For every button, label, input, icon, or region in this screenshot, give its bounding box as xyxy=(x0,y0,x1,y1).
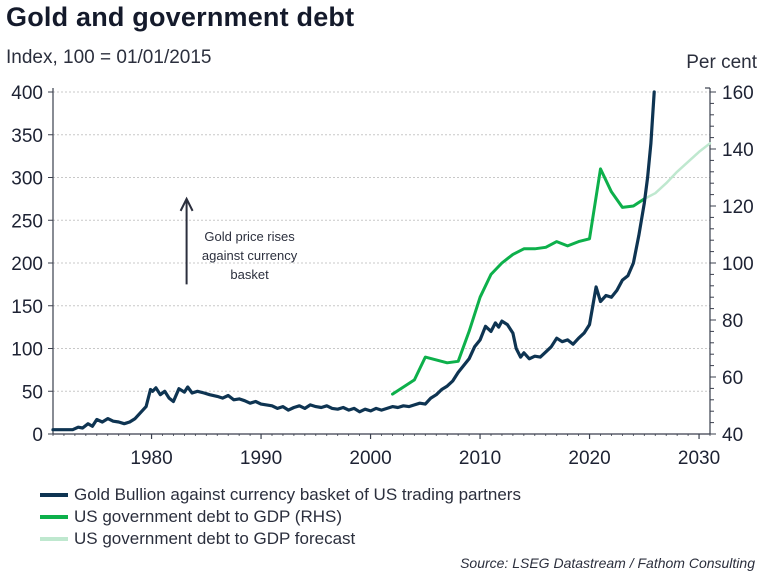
series-gold-line xyxy=(51,90,656,432)
left-tick-label: 300 xyxy=(11,169,43,190)
x-tick-label: 2030 xyxy=(678,448,720,469)
legend-swatch-debt xyxy=(40,515,68,519)
annotation: Gold price rises against currency basket xyxy=(179,196,298,285)
left-tick-label: 350 xyxy=(11,126,43,147)
right-tick-label: 60 xyxy=(722,368,743,389)
left-tick-label: 400 xyxy=(11,83,43,104)
source-note: Source: LSEG Datastream / Fathom Consult… xyxy=(460,555,755,571)
annotation-text: basket xyxy=(230,267,269,282)
gridlines xyxy=(53,91,710,392)
left-tick-label: 250 xyxy=(11,211,43,232)
right-tick-label: 140 xyxy=(722,140,754,161)
right-tick-label: 100 xyxy=(722,254,754,275)
annotation-arrow-head-icon xyxy=(179,196,194,212)
legend: Gold Bullion against currency basket of … xyxy=(40,484,521,550)
legend-swatch-forecast xyxy=(40,537,68,541)
right-tick-label: 120 xyxy=(722,197,754,218)
legend-item-gold: Gold Bullion against currency basket of … xyxy=(40,484,521,506)
series-lines xyxy=(51,90,712,432)
series-debt-forecast-line xyxy=(643,142,712,201)
x-tick-label: 1980 xyxy=(130,448,172,469)
legend-swatch-gold xyxy=(40,493,68,497)
left-axis-ticks: 0 50 100 150 200 250 300 350 400 xyxy=(11,83,53,446)
left-tick-label: 50 xyxy=(22,382,43,403)
right-axis-ticks: 40 60 80 100 120 140 160 xyxy=(710,83,754,446)
chart-title: Gold and government debt xyxy=(6,2,355,32)
x-tick-label: 1990 xyxy=(240,448,282,469)
x-axis-ticks: 1980 1990 2000 2010 2020 2030 xyxy=(52,434,720,469)
legend-label-debt: US government debt to GDP (RHS) xyxy=(74,507,343,526)
right-tick-label: 80 xyxy=(722,311,743,332)
left-tick-label: 100 xyxy=(11,340,43,361)
legend-item-forecast: US government debt to GDP forecast xyxy=(40,528,521,550)
x-tick-label: 2010 xyxy=(459,448,501,469)
legend-item-debt: US government debt to GDP (RHS) xyxy=(40,506,521,528)
right-axis-label: Per cent xyxy=(686,52,757,73)
axes xyxy=(52,87,711,435)
right-tick-label: 160 xyxy=(722,83,754,104)
x-tick-label: 2020 xyxy=(568,448,610,469)
legend-label-gold: Gold Bullion against currency basket of … xyxy=(74,485,521,504)
x-tick-label: 2000 xyxy=(349,448,391,469)
annotation-text: Gold price rises xyxy=(204,229,295,244)
left-tick-label: 200 xyxy=(11,254,43,275)
annotation-text: against currency xyxy=(202,248,298,263)
series-debt-line xyxy=(391,167,646,396)
left-tick-label: 0 xyxy=(32,425,43,446)
legend-label-forecast: US government debt to GDP forecast xyxy=(74,529,356,548)
left-axis-label: Index, 100 = 01/01/2015 xyxy=(6,47,212,68)
left-tick-label: 150 xyxy=(11,297,43,318)
right-tick-label: 40 xyxy=(722,425,743,446)
